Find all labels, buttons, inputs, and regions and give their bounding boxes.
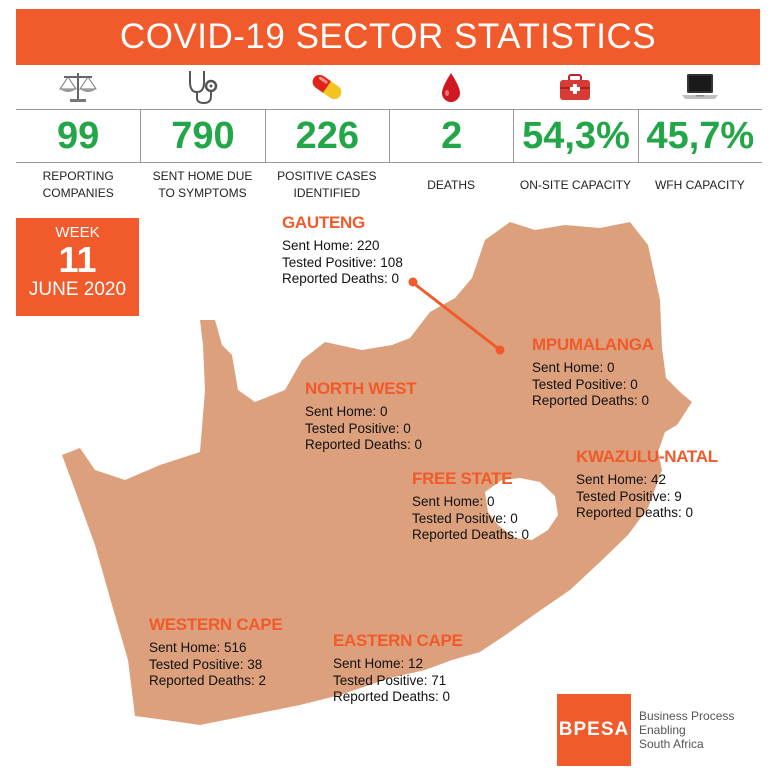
stat-label: WFH CAPACITY — [654, 177, 745, 192]
stats-row: 99 REPORTING COMPANIES 790 SENT HOME DUE… — [16, 67, 762, 207]
gauteng-pointer-dot — [495, 345, 505, 355]
scales-icon — [16, 67, 140, 107]
province-name: KWAZULU-NATAL — [576, 447, 718, 466]
reported-deaths-text: Reported Deaths: 0 — [576, 505, 694, 520]
logo-line: Business Process — [639, 709, 735, 723]
stat-positive-cases: 226 POSITIVE CASES IDENTIFIED — [264, 67, 389, 207]
tested-positive-text: Tested Positive: 0 — [305, 420, 411, 436]
stat-deaths: 2 DEATHS — [389, 67, 514, 207]
province-name: GAUTENG — [282, 213, 365, 232]
reported-deaths-text: Reported Deaths: 2 — [149, 673, 267, 688]
week-badge: WEEK 11 JUNE 2020 — [16, 218, 139, 316]
tested-positive-text: Tested Positive: 38 — [149, 656, 263, 672]
logo-tagline: Business Process Enabling South Africa — [639, 709, 734, 751]
tested-positive-text: Tested Positive: 0 — [412, 510, 518, 526]
stat-value: 54,3% — [513, 109, 638, 163]
reported-deaths-text: Reported Deaths: 0 — [282, 271, 400, 286]
week-number: 11 — [58, 239, 97, 280]
province-name: EASTERN CAPE — [333, 631, 463, 650]
pill-icon — [265, 67, 389, 107]
bpesa-logo: BPESA Business Process Enabling South Af… — [557, 694, 734, 766]
stat-on-site-capacity: 54,3% ON-SITE CAPACITY — [513, 67, 638, 207]
stat-label: REPORTING COMPANIES — [42, 169, 114, 200]
tested-positive-text: Tested Positive: 71 — [333, 672, 447, 688]
page-title: COVID-19 SECTOR STATISTICS — [16, 9, 760, 65]
province-western-cape: WESTERN CAPE Sent Home: 516 Tested Posit… — [149, 614, 283, 690]
province-name: WESTERN CAPE — [149, 615, 283, 634]
sent-home-text: Sent Home: 0 — [305, 404, 388, 419]
stat-label: SENT HOME DUE TO SYMPTOMS — [152, 169, 253, 200]
gauteng-pointer-dot — [408, 277, 418, 287]
reported-deaths-text: Reported Deaths: 0 — [412, 527, 530, 542]
tested-positive-text: Tested Positive: 108 — [282, 254, 403, 270]
reported-deaths-text: Reported Deaths: 0 — [305, 437, 423, 452]
first-aid-kit-icon — [513, 67, 637, 107]
province-name: FREE STATE — [412, 469, 513, 488]
stat-value: 226 — [264, 109, 389, 163]
stat-reporting-companies: 99 REPORTING COMPANIES — [16, 67, 141, 207]
sent-home-text: Sent Home: 0 — [532, 360, 615, 375]
week-month: JUNE 2020 — [28, 279, 127, 300]
laptop-icon — [638, 67, 762, 107]
reported-deaths-text: Reported Deaths: 0 — [333, 689, 451, 704]
sent-home-text: Sent Home: 12 — [333, 656, 424, 671]
gauteng-pointer-line — [411, 280, 501, 352]
stat-wfh-capacity: 45,7% WFH CAPACITY — [637, 67, 762, 207]
stat-label: ON-SITE CAPACITY — [519, 177, 632, 192]
stat-label: DEATHS — [427, 177, 476, 192]
province-free-state: FREE STATE Sent Home: 0 Tested Positive:… — [412, 468, 529, 544]
tested-positive-text: Tested Positive: 9 — [576, 488, 682, 504]
reported-deaths-text: Reported Deaths: 0 — [532, 393, 650, 408]
stat-value: 45,7% — [637, 109, 762, 163]
week-label: WEEK — [55, 224, 100, 241]
province-eastern-cape: EASTERN CAPE Sent Home: 12 Tested Positi… — [333, 630, 463, 706]
stat-value: 790 — [140, 109, 265, 163]
sent-home-text: Sent Home: 0 — [412, 494, 495, 509]
province-name: MPUMALANGA — [532, 335, 654, 354]
stat-label: POSITIVE CASES IDENTIFIED — [277, 169, 377, 200]
stat-sent-home: 790 SENT HOME DUE TO SYMPTOMS — [140, 67, 265, 207]
province-gauteng: GAUTENG Sent Home: 220 Tested Positive: … — [282, 212, 403, 288]
south-africa-outline — [62, 222, 692, 725]
tested-positive-text: Tested Positive: 0 — [532, 376, 638, 392]
province-name: NORTH WEST — [305, 379, 417, 398]
province-kwazulu-natal: KWAZULU-NATAL Sent Home: 42 Tested Posit… — [576, 446, 718, 522]
stat-value: 99 — [16, 109, 141, 163]
blood-drop-icon — [389, 67, 513, 107]
stat-value: 2 — [389, 109, 514, 163]
logo-badge: BPESA — [557, 694, 631, 766]
province-north-west: NORTH WEST Sent Home: 0 Tested Positive:… — [305, 378, 422, 454]
sent-home-text: Sent Home: 42 — [576, 472, 667, 487]
sent-home-text: Sent Home: 516 — [149, 640, 247, 655]
province-mpumalanga: MPUMALANGA Sent Home: 0 Tested Positive:… — [532, 334, 654, 410]
logo-line: Enabling — [639, 723, 686, 737]
logo-line: South Africa — [639, 737, 704, 751]
stethoscope-icon — [140, 67, 264, 107]
sent-home-text: Sent Home: 220 — [282, 238, 380, 253]
